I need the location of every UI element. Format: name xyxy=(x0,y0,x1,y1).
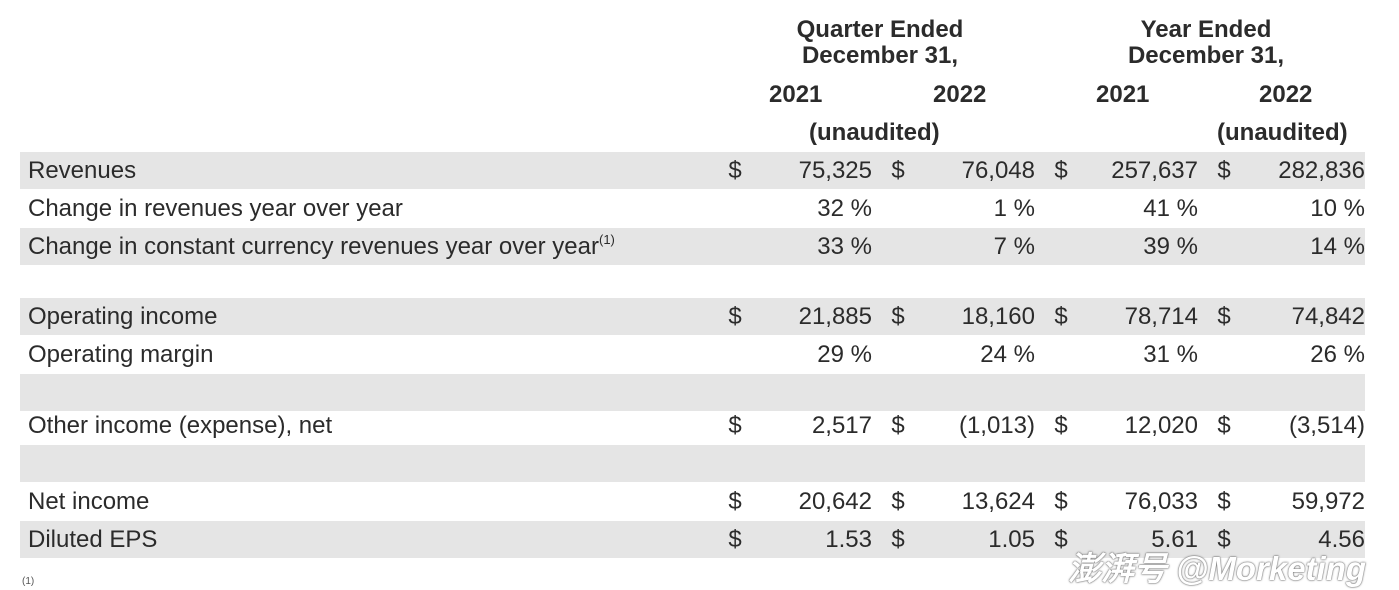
value-cell: 14 % xyxy=(1310,233,1365,260)
footnote-marker: (1) xyxy=(22,576,35,587)
value-cell: 31 % xyxy=(1143,341,1198,368)
quarter-ended-line2: December 31, xyxy=(801,42,959,69)
unaudited-year: (unaudited) xyxy=(1217,119,1348,146)
table-row: Diluted EPS $1.53 $1.05 $5.61 $4.56 xyxy=(20,521,1365,558)
value-cell: 18,160 xyxy=(961,303,1035,330)
currency-symbol: $ xyxy=(728,488,742,515)
value-cell: 75,325 xyxy=(798,157,872,184)
quarter-ended-line1: Quarter Ended xyxy=(796,16,964,43)
footnote-ref: (1) xyxy=(598,232,615,247)
value-cell: 257,637 xyxy=(1111,157,1198,184)
year-header-q2021: 2021 xyxy=(769,81,823,108)
value-cell: 4.56 xyxy=(1318,526,1365,553)
value-cell: 282,836 xyxy=(1278,157,1365,184)
table-row: Operating margin 29 % 24 % 31 % 26 % xyxy=(20,336,1365,373)
currency-symbol: $ xyxy=(891,412,905,439)
currency-symbol: $ xyxy=(1054,412,1068,439)
currency-symbol: $ xyxy=(891,303,905,330)
row-label-text: Change in constant currency revenues yea… xyxy=(28,233,599,260)
quarter-ended-header: Quarter Ended December 31, xyxy=(770,17,990,69)
row-label: Diluted EPS xyxy=(28,521,157,558)
table-row: Revenues $75,325 $76,048 $257,637 $282,836 xyxy=(20,152,1365,189)
value-cell: 39 % xyxy=(1143,233,1198,260)
table-row: Other income (expense), net $2,517 $ (1,013… xyxy=(20,407,1365,444)
table-row xyxy=(20,445,1365,482)
currency-symbol: $ xyxy=(891,526,905,553)
year-header-q2022: 2022 xyxy=(933,81,987,108)
year-ended-line1: Year Ended xyxy=(1140,16,1272,43)
currency-symbol: $ xyxy=(891,488,905,515)
value-cell: 29 % xyxy=(817,341,872,368)
row-label: Operating income xyxy=(28,298,217,335)
row-label: Operating margin xyxy=(28,336,213,373)
value-cell: 41 % xyxy=(1143,195,1198,222)
table-row: Net income $20,642 $13,624 $76,033 $59,972 xyxy=(20,483,1365,520)
currency-symbol: $ xyxy=(728,412,742,439)
year-header-y2022: 2022 xyxy=(1259,81,1313,108)
row-label: Other income (expense), net xyxy=(28,407,332,444)
currency-symbol: $ xyxy=(1054,488,1068,515)
value-cell: 24 % xyxy=(980,341,1035,368)
currency-symbol: $ xyxy=(1217,488,1231,515)
value-cell: 76,033 xyxy=(1124,488,1198,515)
currency-symbol: $ xyxy=(1054,526,1068,553)
row-label: Net income xyxy=(28,483,149,520)
row-label: Revenues xyxy=(28,152,136,189)
unaudited-quarter: (unaudited) xyxy=(809,119,940,146)
value-cell: 26 % xyxy=(1310,341,1365,368)
value-cell: 5.61 xyxy=(1151,526,1198,553)
currency-symbol: $ xyxy=(1217,303,1231,330)
value-cell: 78,714 xyxy=(1124,303,1198,330)
currency-symbol: $ xyxy=(891,157,905,184)
row-label-text: Change in revenues year over year xyxy=(28,195,403,222)
currency-symbol: $ xyxy=(1217,412,1231,439)
value-cell: 74,842 xyxy=(1291,303,1365,330)
row-label: Change in revenues year over year xyxy=(28,190,403,227)
row-label-text: Revenues xyxy=(28,157,137,184)
value-cell: 1 % xyxy=(993,195,1035,222)
year-header-y2021: 2021 xyxy=(1096,81,1150,108)
row-label: Change in constant currency revenues yea… xyxy=(28,228,615,265)
row-label-text: Diluted EPS xyxy=(28,526,158,553)
currency-symbol: $ xyxy=(1217,526,1231,553)
table-row: Change in revenues year over year 32 % 1 %… xyxy=(20,190,1365,227)
value-cell: (3,514) xyxy=(1288,412,1365,439)
table-row: Operating income $21,885 $18,160 $78,714 $74… xyxy=(20,298,1365,335)
value-cell: 32 % xyxy=(817,195,872,222)
value-cell: 7 % xyxy=(993,233,1035,260)
value-cell: 33 % xyxy=(817,233,872,260)
value-cell: 12,020 xyxy=(1124,412,1198,439)
year-ended-line2: December 31, xyxy=(1127,42,1285,69)
currency-symbol: $ xyxy=(728,157,742,184)
row-label-text: Other income (expense), net xyxy=(28,412,333,439)
currency-symbol: $ xyxy=(1054,303,1068,330)
value-cell: 13,624 xyxy=(961,488,1035,515)
table-row xyxy=(20,374,1365,411)
row-label-text: Net income xyxy=(28,488,150,515)
value-cell: 1.05 xyxy=(988,526,1035,553)
table-row: Change in constant currency revenues yea… xyxy=(20,228,1365,265)
value-cell: 76,048 xyxy=(961,157,1035,184)
value-cell: 2,517 xyxy=(811,412,872,439)
watermark: 澎湃号 @Morketing xyxy=(1068,550,1367,587)
value-cell: 1.53 xyxy=(825,526,872,553)
value-cell: 59,972 xyxy=(1291,488,1365,515)
row-label-text: Operating income xyxy=(28,303,218,330)
currency-symbol: $ xyxy=(1217,157,1231,184)
currency-symbol: $ xyxy=(728,303,742,330)
value-cell: (1,013) xyxy=(958,412,1035,439)
row-label-text: Operating margin xyxy=(28,341,214,368)
value-cell: 21,885 xyxy=(798,303,872,330)
currency-symbol: $ xyxy=(1054,157,1068,184)
value-cell: 10 % xyxy=(1310,195,1365,222)
value-cell: 20,642 xyxy=(798,488,872,515)
currency-symbol: $ xyxy=(728,526,742,553)
year-ended-header: Year Ended December 31, xyxy=(1096,17,1316,69)
